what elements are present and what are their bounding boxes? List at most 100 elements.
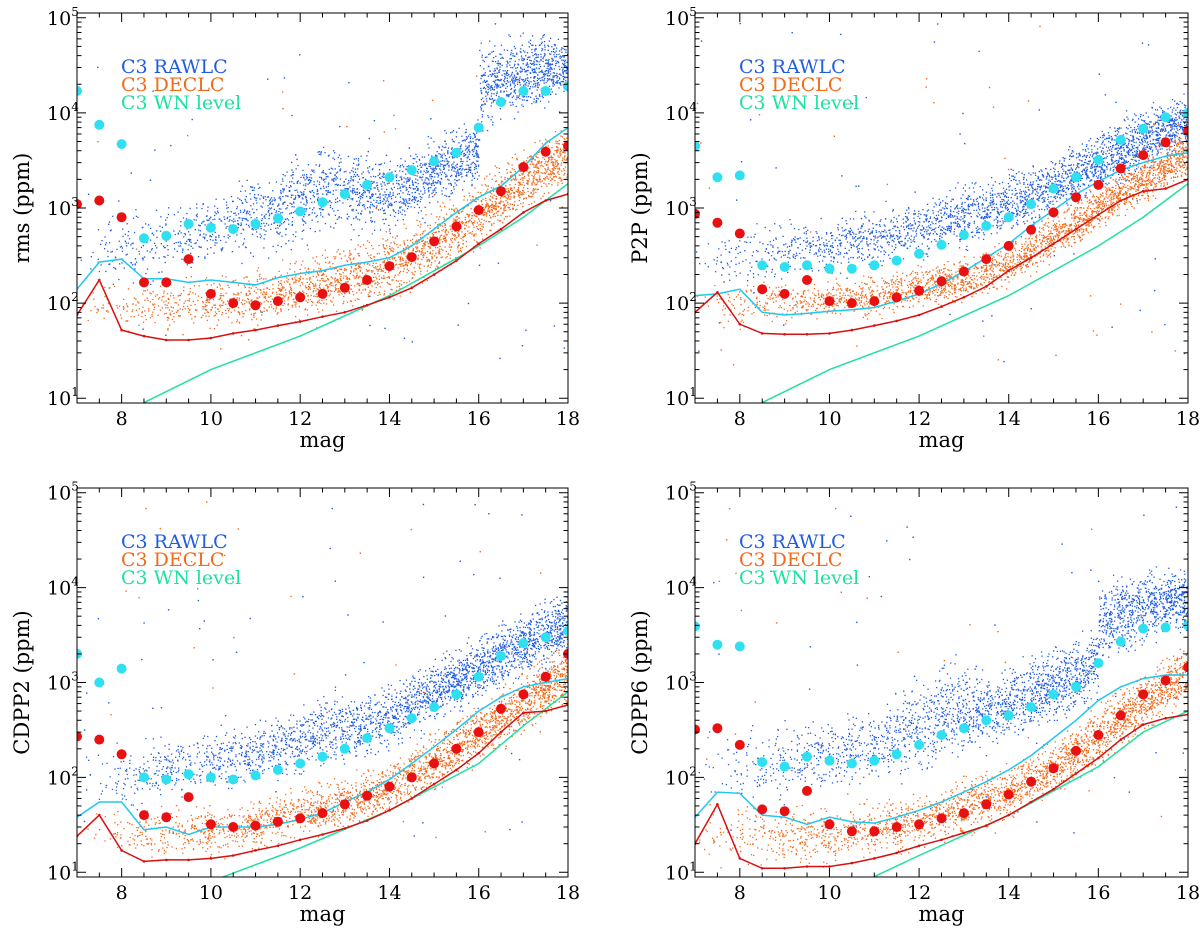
scatter-point xyxy=(272,288,274,290)
scatter-point xyxy=(337,280,339,282)
scatter-point xyxy=(451,192,454,194)
scatter-point xyxy=(393,248,395,250)
scatter-point xyxy=(512,208,514,210)
scatter-point xyxy=(415,240,417,243)
scatter-point xyxy=(432,171,434,173)
scatter-point xyxy=(420,223,422,225)
scatter-point xyxy=(496,83,498,85)
scatter-point xyxy=(433,172,436,174)
scatter-point xyxy=(527,66,530,68)
scatter-point xyxy=(220,293,222,295)
scatter-point xyxy=(397,246,399,248)
scatter-point xyxy=(353,257,355,259)
scatter-point xyxy=(515,190,517,192)
scatter-point xyxy=(437,180,439,182)
scatter-point xyxy=(190,266,192,268)
scatter-point xyxy=(362,283,364,285)
scatter-point xyxy=(553,166,555,168)
scatter-point xyxy=(405,198,407,200)
scatter-point xyxy=(400,176,403,178)
scatter-point xyxy=(489,229,491,232)
scatter-point xyxy=(187,238,189,241)
scatter-point xyxy=(467,230,469,232)
scatter-point xyxy=(482,97,484,99)
scatter-point xyxy=(448,246,450,248)
scatter-point xyxy=(319,208,322,210)
scatter-point xyxy=(227,234,229,236)
scatter-point xyxy=(318,151,321,153)
scatter-point xyxy=(525,197,527,199)
scatter-point xyxy=(448,166,450,168)
scatter-point xyxy=(484,103,486,106)
scatter-point xyxy=(295,154,297,156)
scatter-point xyxy=(304,274,307,276)
scatter-point xyxy=(536,97,538,99)
scatter-point xyxy=(189,240,191,242)
scatter-point xyxy=(428,179,430,181)
scatter-point xyxy=(562,81,565,83)
scatter-point xyxy=(250,186,252,188)
scatter-point xyxy=(429,252,431,254)
scatter-point xyxy=(505,209,507,212)
scatter-point xyxy=(168,298,170,301)
scatter-point xyxy=(566,176,568,178)
scatter-point xyxy=(498,211,500,213)
scatter-point xyxy=(243,285,246,287)
scatter-point xyxy=(397,187,399,190)
scatter-point xyxy=(97,258,99,260)
scatter-point xyxy=(532,176,534,178)
scatter-point xyxy=(255,228,257,231)
scatter-point xyxy=(505,185,507,187)
scatter-point xyxy=(282,202,285,204)
scatter-point xyxy=(489,192,491,194)
scatter-point xyxy=(349,250,351,252)
scatter-point xyxy=(402,259,404,262)
scatter-point xyxy=(134,268,136,270)
scatter-point xyxy=(306,281,308,283)
scatter-point xyxy=(170,295,172,297)
scatter-point xyxy=(275,227,277,229)
scatter-point xyxy=(509,188,512,190)
scatter-point xyxy=(498,205,500,208)
scatter-point xyxy=(556,62,558,64)
scatter-point xyxy=(475,144,477,146)
scatter-point xyxy=(226,218,228,220)
scatter-point xyxy=(270,301,272,303)
scatter-point xyxy=(501,85,504,87)
scatter-point xyxy=(480,106,482,108)
scatter-point xyxy=(223,198,225,200)
scatter-point xyxy=(509,93,512,95)
scatter-point xyxy=(549,64,551,66)
scatter-point xyxy=(370,201,372,203)
scatter-point xyxy=(194,316,196,318)
scatter-point xyxy=(305,222,307,224)
scatter-point xyxy=(259,233,261,235)
scatter-point xyxy=(511,73,513,75)
scatter-point xyxy=(453,157,455,159)
scatter-point xyxy=(233,218,235,220)
scatter-point xyxy=(291,304,293,307)
scatter-point xyxy=(350,270,352,272)
scatter-point xyxy=(350,288,352,290)
scatter-point xyxy=(126,320,128,322)
scatter-point xyxy=(432,167,434,169)
scatter-point xyxy=(385,231,387,233)
scatter-point xyxy=(328,168,330,171)
scatter-point xyxy=(394,276,396,278)
scatter-point xyxy=(289,268,291,270)
scatter-point xyxy=(309,227,311,230)
scatter-point xyxy=(544,107,546,109)
scatter-point xyxy=(315,276,318,278)
scatter-point xyxy=(416,203,419,206)
scatter-point xyxy=(291,203,293,205)
scatter-point xyxy=(221,275,224,277)
scatter-point xyxy=(464,233,466,236)
scatter-point xyxy=(188,298,191,300)
scatter-point xyxy=(490,217,492,219)
scatter-point xyxy=(520,178,522,180)
scatter-point xyxy=(492,190,495,193)
scatter-point xyxy=(426,250,429,253)
scatter-point xyxy=(421,258,423,261)
scatter-point xyxy=(268,288,270,291)
scatter-point xyxy=(451,174,453,176)
